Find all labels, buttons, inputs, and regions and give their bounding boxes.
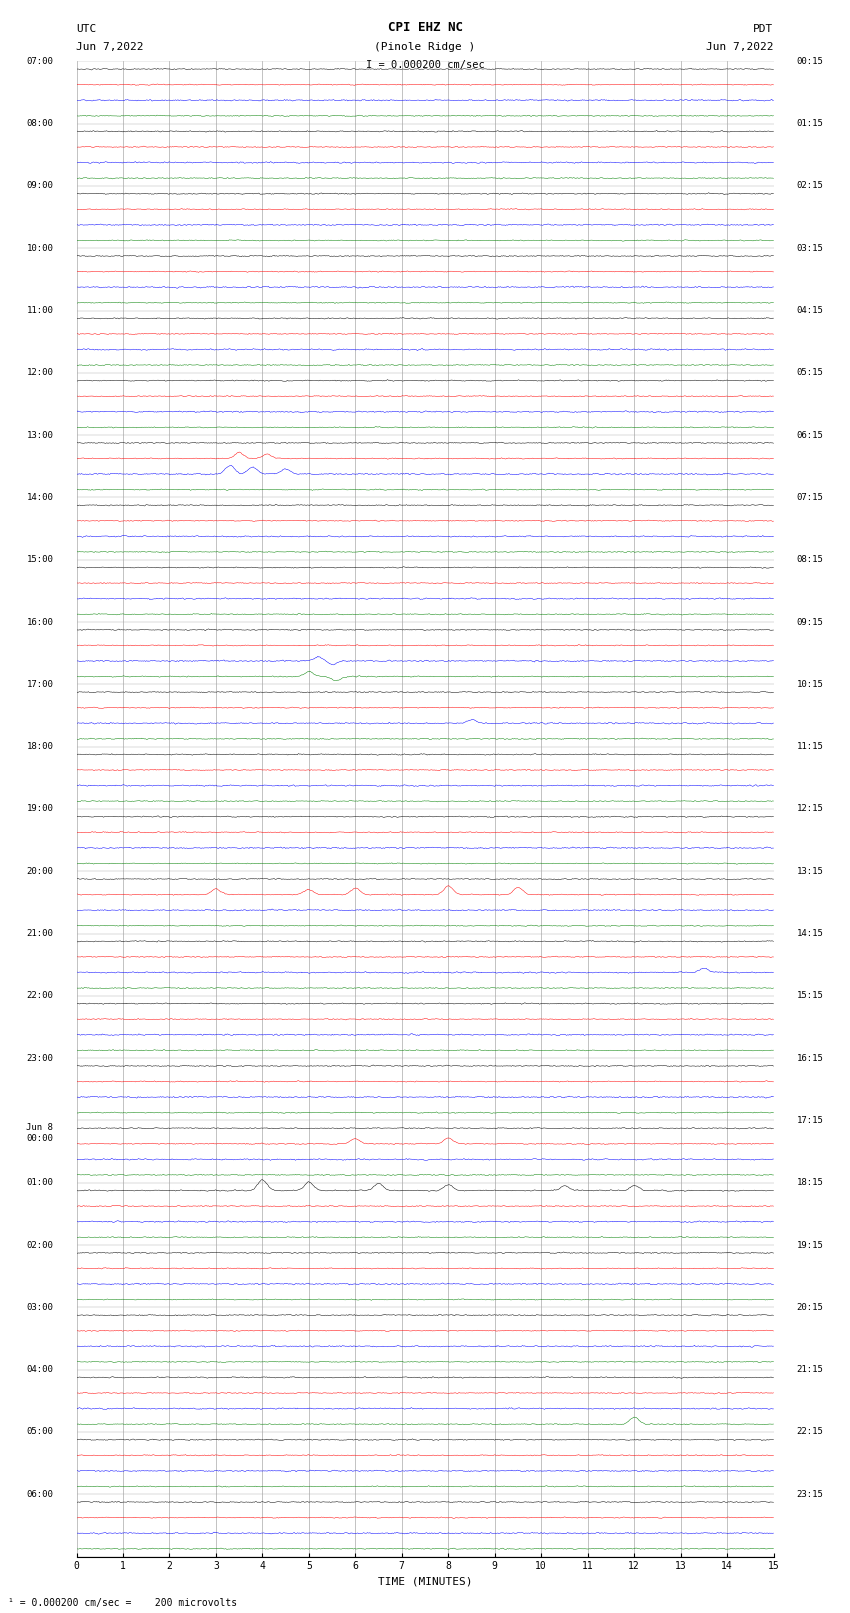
Text: 01:15: 01:15 bbox=[796, 119, 824, 127]
Text: 01:00: 01:00 bbox=[26, 1177, 54, 1187]
Text: 04:15: 04:15 bbox=[796, 306, 824, 315]
Text: 21:15: 21:15 bbox=[796, 1365, 824, 1374]
Text: 03:00: 03:00 bbox=[26, 1303, 54, 1311]
Text: 14:15: 14:15 bbox=[796, 929, 824, 939]
Text: (Pinole Ridge ): (Pinole Ridge ) bbox=[374, 42, 476, 52]
Text: 10:15: 10:15 bbox=[796, 679, 824, 689]
Text: 23:15: 23:15 bbox=[796, 1490, 824, 1498]
Text: 17:15: 17:15 bbox=[796, 1116, 824, 1124]
Text: 17:00: 17:00 bbox=[26, 679, 54, 689]
Text: 08:00: 08:00 bbox=[26, 119, 54, 127]
Text: UTC: UTC bbox=[76, 24, 97, 34]
Text: 22:00: 22:00 bbox=[26, 992, 54, 1000]
Text: 06:15: 06:15 bbox=[796, 431, 824, 440]
Text: 14:00: 14:00 bbox=[26, 494, 54, 502]
Text: 18:00: 18:00 bbox=[26, 742, 54, 752]
Text: 20:00: 20:00 bbox=[26, 866, 54, 876]
Text: 19:15: 19:15 bbox=[796, 1240, 824, 1250]
Text: I = 0.000200 cm/sec: I = 0.000200 cm/sec bbox=[366, 60, 484, 69]
Text: 05:15: 05:15 bbox=[796, 368, 824, 377]
Text: Jun 7,2022: Jun 7,2022 bbox=[706, 42, 774, 52]
Text: 20:15: 20:15 bbox=[796, 1303, 824, 1311]
Text: 05:00: 05:00 bbox=[26, 1428, 54, 1437]
Text: 08:15: 08:15 bbox=[796, 555, 824, 565]
Text: 10:00: 10:00 bbox=[26, 244, 54, 253]
Text: 09:00: 09:00 bbox=[26, 181, 54, 190]
Text: 13:15: 13:15 bbox=[796, 866, 824, 876]
Text: 00:00: 00:00 bbox=[26, 1134, 54, 1142]
Text: 23:00: 23:00 bbox=[26, 1053, 54, 1063]
Text: 02:15: 02:15 bbox=[796, 181, 824, 190]
Text: CPI EHZ NC: CPI EHZ NC bbox=[388, 21, 462, 34]
Text: 04:00: 04:00 bbox=[26, 1365, 54, 1374]
Text: ¹ = 0.000200 cm/sec =    200 microvolts: ¹ = 0.000200 cm/sec = 200 microvolts bbox=[8, 1598, 238, 1608]
Text: 12:00: 12:00 bbox=[26, 368, 54, 377]
Text: 07:00: 07:00 bbox=[26, 56, 54, 66]
Text: 15:00: 15:00 bbox=[26, 555, 54, 565]
X-axis label: TIME (MINUTES): TIME (MINUTES) bbox=[377, 1578, 473, 1587]
Text: 09:15: 09:15 bbox=[796, 618, 824, 626]
Text: 19:00: 19:00 bbox=[26, 805, 54, 813]
Text: 02:00: 02:00 bbox=[26, 1240, 54, 1250]
Text: 12:15: 12:15 bbox=[796, 805, 824, 813]
Text: 06:00: 06:00 bbox=[26, 1490, 54, 1498]
Text: 13:00: 13:00 bbox=[26, 431, 54, 440]
Text: 18:15: 18:15 bbox=[796, 1177, 824, 1187]
Text: Jun 7,2022: Jun 7,2022 bbox=[76, 42, 144, 52]
Text: Jun 8: Jun 8 bbox=[26, 1123, 54, 1132]
Text: 21:00: 21:00 bbox=[26, 929, 54, 939]
Text: 11:00: 11:00 bbox=[26, 306, 54, 315]
Text: 16:00: 16:00 bbox=[26, 618, 54, 626]
Text: 22:15: 22:15 bbox=[796, 1428, 824, 1437]
Text: 07:15: 07:15 bbox=[796, 494, 824, 502]
Text: 00:15: 00:15 bbox=[796, 56, 824, 66]
Text: PDT: PDT bbox=[753, 24, 774, 34]
Text: 03:15: 03:15 bbox=[796, 244, 824, 253]
Text: 11:15: 11:15 bbox=[796, 742, 824, 752]
Text: 15:15: 15:15 bbox=[796, 992, 824, 1000]
Text: 16:15: 16:15 bbox=[796, 1053, 824, 1063]
